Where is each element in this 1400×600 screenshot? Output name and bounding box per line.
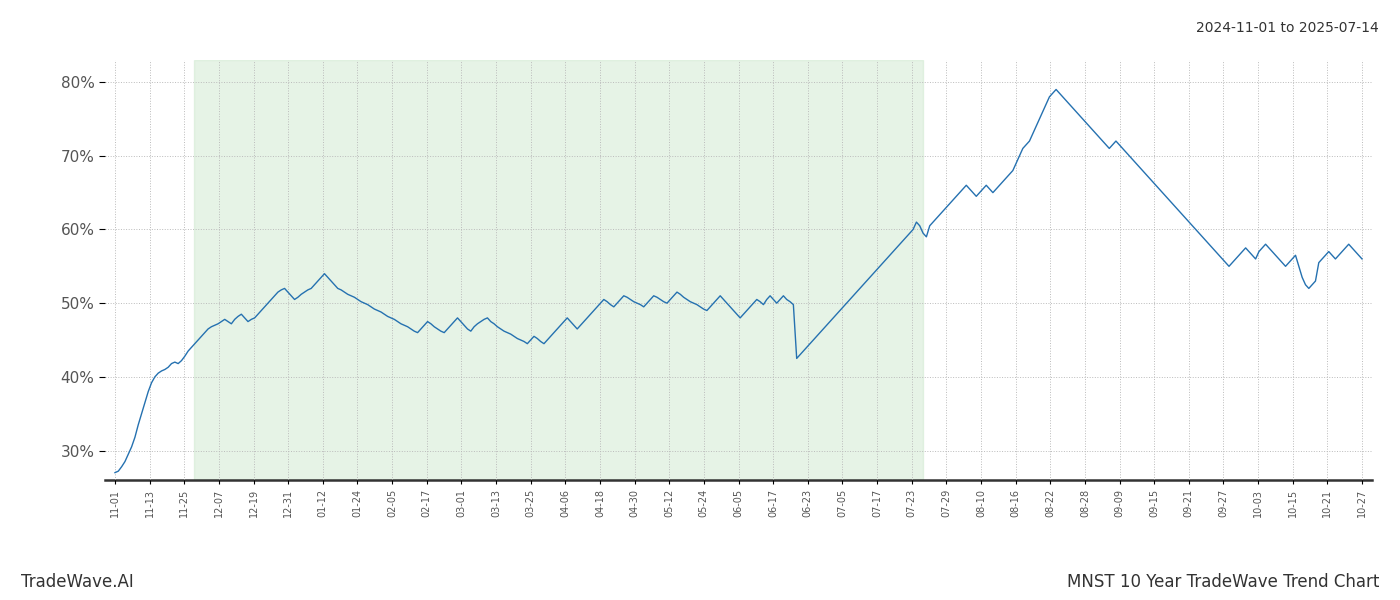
Text: 2024-11-01 to 2025-07-14: 2024-11-01 to 2025-07-14	[1196, 21, 1379, 35]
Text: TradeWave.AI: TradeWave.AI	[21, 573, 134, 591]
Text: MNST 10 Year TradeWave Trend Chart: MNST 10 Year TradeWave Trend Chart	[1067, 573, 1379, 591]
Bar	[193, 60, 923, 480]
